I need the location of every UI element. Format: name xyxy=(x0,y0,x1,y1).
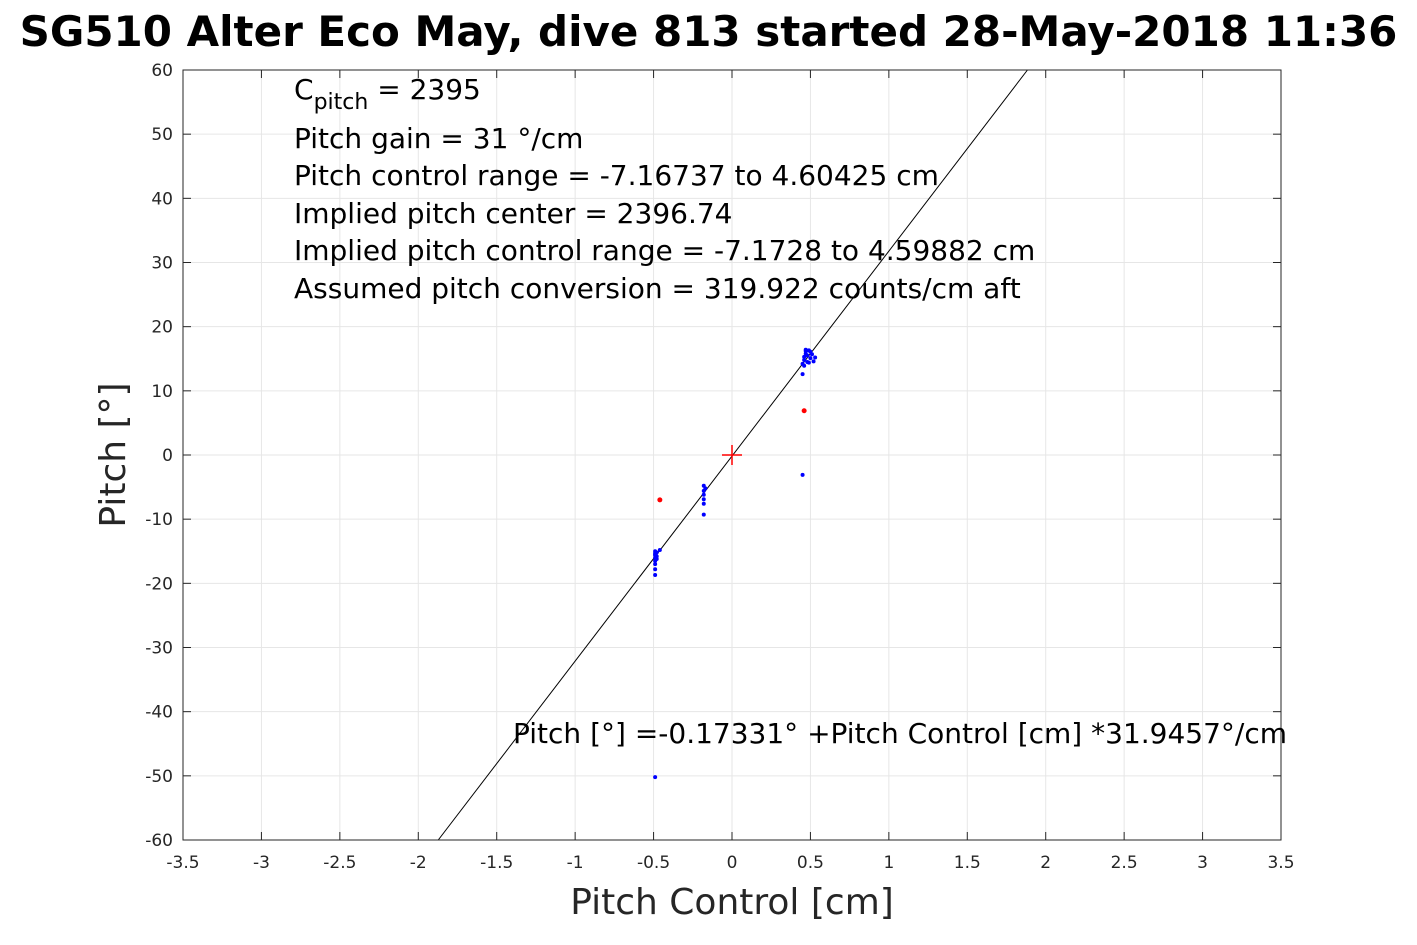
x-tick-labels: -3.5 -3 -2.5 -2 -1.5 -1 -0.5 0 0.5 1 1.5 2 2.5 3 3.5 xyxy=(166,853,1294,873)
data-point xyxy=(653,553,658,558)
y-tick-label: -10 xyxy=(145,510,173,530)
data-point xyxy=(800,472,805,477)
data-point xyxy=(653,775,658,780)
x-tick-label: 2 xyxy=(1040,853,1051,873)
data-point xyxy=(808,356,813,361)
y-tick-label: -60 xyxy=(145,831,173,851)
annotation-pitch-gain: Pitch gain = 31 °/cm xyxy=(294,122,583,155)
y-tick-label: -20 xyxy=(145,574,173,594)
y-tick-label: 60 xyxy=(151,61,173,81)
data-point xyxy=(653,567,658,572)
data-point xyxy=(809,352,814,357)
outlier-point xyxy=(801,408,807,414)
data-point xyxy=(811,359,816,364)
data-point xyxy=(803,347,808,352)
data-point xyxy=(802,358,807,363)
y-tick-label: 0 xyxy=(162,446,173,466)
x-tick-label: 1.5 xyxy=(954,853,981,873)
y-tick-label: -30 xyxy=(145,639,173,659)
x-tick-label: 3.5 xyxy=(1267,853,1294,873)
y-tick-label: -50 xyxy=(145,767,173,787)
x-tick-label: 1 xyxy=(883,853,894,873)
data-point xyxy=(806,360,811,365)
y-tick-label: 30 xyxy=(151,254,173,274)
data-point xyxy=(653,562,658,567)
data-point xyxy=(654,556,659,561)
y-tick-label: 40 xyxy=(151,189,173,209)
data-point xyxy=(802,354,807,359)
data-point xyxy=(703,486,708,491)
y-tick-label: -40 xyxy=(145,703,173,723)
x-tick-label: -3.5 xyxy=(166,853,199,873)
y-axis-label: Pitch [°] xyxy=(93,382,134,527)
data-point xyxy=(657,547,662,552)
data-point xyxy=(701,497,706,502)
annotation-implied-pitch-control-range: Implied pitch control range = -7.1728 to… xyxy=(294,234,1035,267)
plot-frame xyxy=(182,69,1282,841)
x-tick-label: 0.5 xyxy=(797,853,824,873)
annotation-cpitch-sub: pitch xyxy=(314,90,369,115)
x-tick-label: 3 xyxy=(1197,853,1208,873)
points-group xyxy=(653,347,818,780)
data-point xyxy=(802,363,807,368)
data-point xyxy=(653,572,658,577)
data-point xyxy=(701,492,706,497)
data-point xyxy=(805,353,810,358)
x-tick-label: -2 xyxy=(410,853,427,873)
annotation-pitch-control-range: Pitch control range = -7.16737 to 4.6042… xyxy=(294,159,939,192)
data-point xyxy=(813,355,818,360)
x-tick-label: -1.5 xyxy=(480,853,513,873)
chart-title: SG510 Alter Eco May, dive 813 started 28… xyxy=(19,7,1398,56)
annotation-implied-pitch-center: Implied pitch center = 2396.74 xyxy=(294,197,732,230)
y-tick-label: 50 xyxy=(151,125,173,145)
x-axis-label: Pitch Control [cm] xyxy=(570,882,894,923)
y-tick-label: 20 xyxy=(151,318,173,338)
y-tick-labels: -60 -50 -40 -30 -20 -10 0 10 20 30 40 50 60 xyxy=(145,61,173,851)
y-tick-label: 10 xyxy=(151,382,173,402)
annotation-cpitch-main: C xyxy=(294,73,314,106)
annotation-fit-equation: Pitch [°] =-0.17331° +Pitch Control [cm]… xyxy=(513,717,1287,750)
x-tick-label: -1 xyxy=(567,853,584,873)
annotation-assumed-pitch-conversion: Assumed pitch conversion = 319.922 count… xyxy=(294,272,1021,305)
data-point xyxy=(701,501,706,506)
data-point xyxy=(800,372,805,377)
data-point xyxy=(701,512,706,517)
annotation-cpitch-rest: = 2395 xyxy=(368,73,481,106)
x-tick-label: -0.5 xyxy=(637,853,670,873)
x-tick-label: 2.5 xyxy=(1111,853,1138,873)
x-tick-label: -2.5 xyxy=(323,853,356,873)
x-tick-label: -3 xyxy=(253,853,270,873)
outlier-point xyxy=(657,497,663,503)
x-tick-label: 0 xyxy=(727,853,738,873)
axes-frame xyxy=(182,69,1282,841)
annotations: Cpitch = 2395 Pitch gain = 31 °/cm Pitch… xyxy=(294,73,1287,750)
annotation-cpitch: Cpitch = 2395 xyxy=(294,73,481,115)
